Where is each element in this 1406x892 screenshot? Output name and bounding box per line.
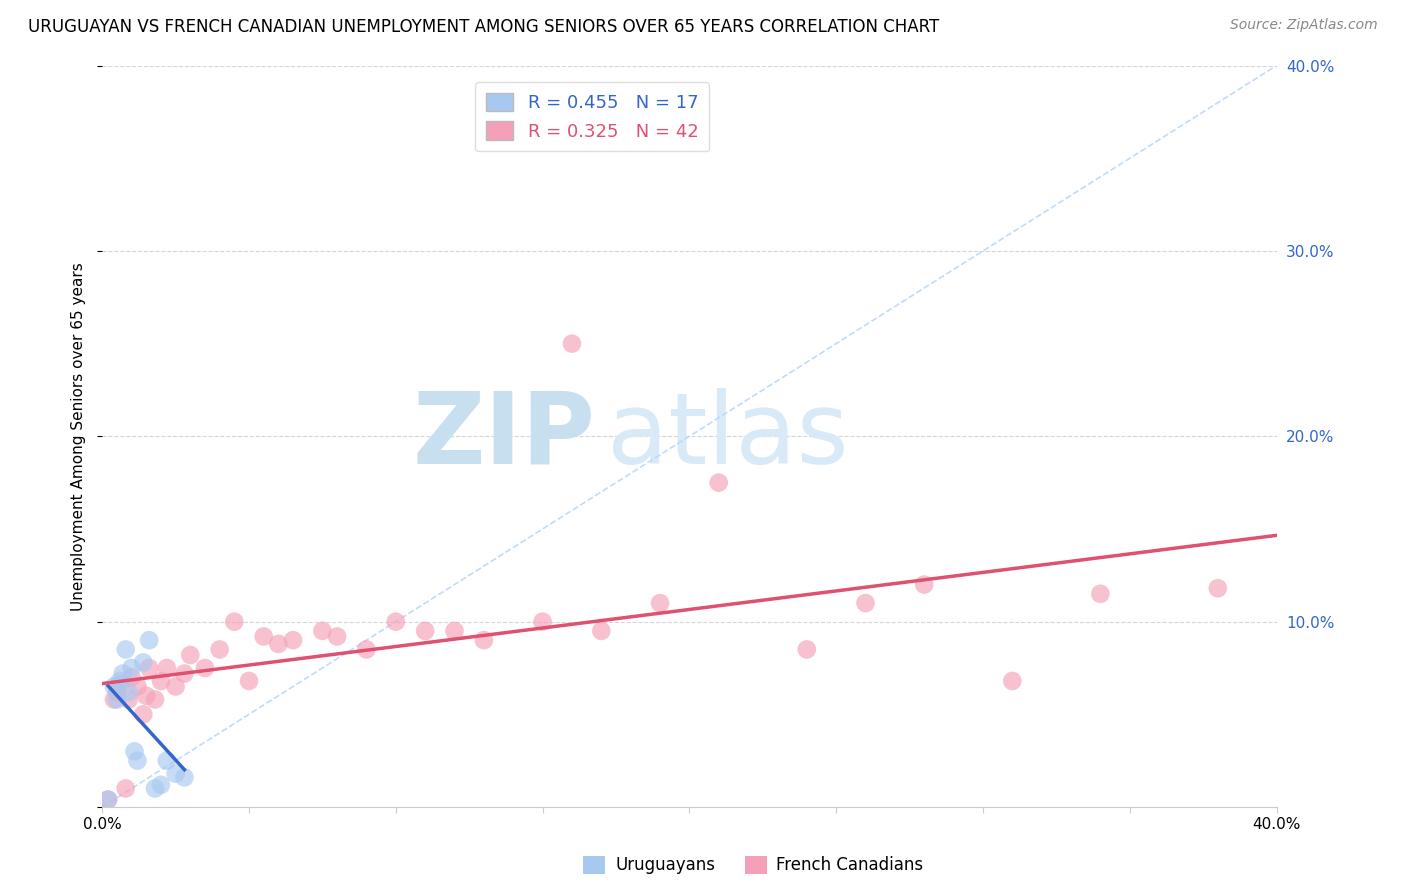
Point: [127, 754, 149, 768]
Point: [114, 781, 136, 796]
Point: [311, 624, 333, 638]
Point: [108, 678, 131, 692]
Point: [208, 642, 231, 657]
Point: [117, 692, 139, 706]
Text: French Canadians: French Canadians: [776, 856, 924, 874]
Point: [121, 661, 143, 675]
Point: [173, 770, 195, 784]
Point: [165, 766, 187, 780]
Point: [97, 792, 120, 806]
Text: URUGUAYAN VS FRENCH CANADIAN UNEMPLOYMENT AMONG SENIORS OVER 65 YEARS CORRELATIO: URUGUAYAN VS FRENCH CANADIAN UNEMPLOYMEN…: [28, 18, 939, 36]
Text: atlas: atlas: [607, 388, 849, 484]
Point: [143, 781, 166, 796]
Point: [591, 624, 613, 638]
Point: [135, 689, 157, 703]
Point: [443, 624, 465, 638]
Point: [149, 778, 172, 792]
Point: [179, 648, 201, 662]
Point: [224, 615, 246, 629]
Point: [165, 680, 187, 694]
Point: [472, 633, 495, 648]
Point: [855, 596, 877, 610]
Point: [156, 661, 179, 675]
Point: [912, 577, 935, 591]
Point: [648, 596, 671, 610]
Point: [97, 792, 120, 806]
Point: [132, 656, 155, 670]
Point: [356, 642, 378, 657]
Point: [326, 630, 349, 644]
Point: [173, 666, 195, 681]
Point: [561, 336, 583, 351]
Point: [385, 615, 408, 629]
Point: [138, 633, 160, 648]
Point: [132, 707, 155, 722]
Point: [124, 744, 146, 758]
Point: [105, 692, 128, 706]
Point: [108, 673, 131, 688]
Point: [1001, 673, 1024, 688]
Y-axis label: Unemployment Among Seniors over 65 years: Unemployment Among Seniors over 65 years: [72, 262, 86, 611]
Point: [117, 685, 139, 699]
Point: [267, 637, 290, 651]
Text: Source: ZipAtlas.com: Source: ZipAtlas.com: [1230, 18, 1378, 32]
Point: [114, 642, 136, 657]
Point: [531, 615, 554, 629]
Point: [413, 624, 436, 638]
Point: [103, 680, 125, 694]
Point: [127, 680, 149, 694]
Point: [156, 754, 179, 768]
Point: [138, 661, 160, 675]
Point: [194, 661, 217, 675]
Point: [253, 630, 276, 644]
Point: [111, 666, 134, 681]
Point: [103, 692, 125, 706]
Point: [121, 670, 143, 684]
Point: [1206, 582, 1229, 596]
Point: [143, 692, 166, 706]
Point: [281, 633, 304, 648]
Text: Uruguayans: Uruguayans: [616, 856, 716, 874]
Text: ZIP: ZIP: [412, 388, 595, 484]
Point: [105, 685, 128, 699]
Point: [149, 673, 172, 688]
Point: [707, 475, 730, 490]
Point: [796, 642, 818, 657]
Point: [238, 673, 260, 688]
Legend: R = 0.455   N = 17, R = 0.325   N = 42: R = 0.455 N = 17, R = 0.325 N = 42: [475, 82, 709, 152]
Point: [1090, 587, 1112, 601]
